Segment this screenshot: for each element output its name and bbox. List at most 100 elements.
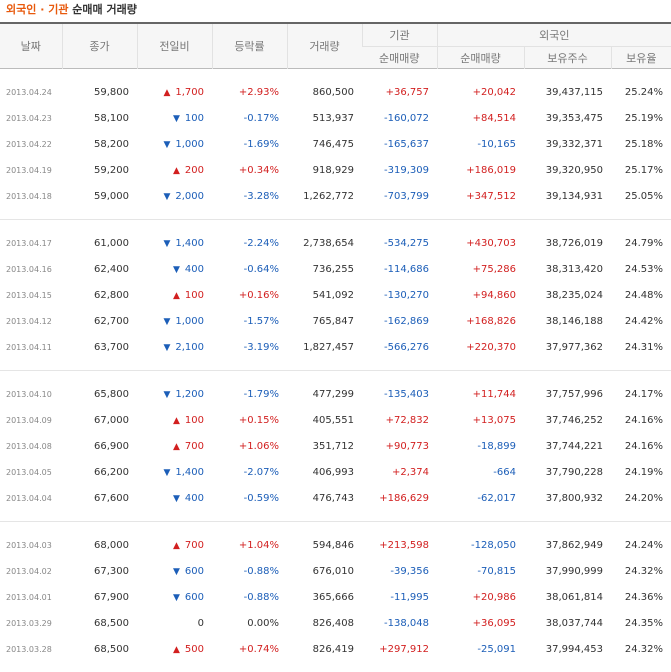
cell-date: 2013.04.22 [0,131,62,157]
title-accent: 외국인 · 기관 [6,3,68,16]
cell-foreign-holding: 38,037,744 [524,610,611,636]
change-value: 0 [198,618,204,629]
up-arrow-icon: ▲ [163,88,170,98]
cell-change: ▼1,400 [137,230,212,256]
header-rate: 등락률 [212,23,287,69]
cell-date: 2013.04.12 [0,308,62,334]
change-value: 1,200 [175,389,204,400]
cell-change: ▼1,000 [137,308,212,334]
cell-close: 67,300 [62,558,137,584]
cell-inst-net: +36,757 [362,79,437,105]
cell-close: 62,700 [62,308,137,334]
cell-foreign-holding: 38,146,188 [524,308,611,334]
cell-close: 66,900 [62,433,137,459]
cell-foreign-ratio: 25.18% [611,131,671,157]
cell-change: ▲500 [137,636,212,662]
cell-foreign-ratio: 24.31% [611,334,671,360]
change-value: 1,400 [175,467,204,478]
cell-volume: 351,712 [287,433,362,459]
cell-change: ▲700 [137,532,212,558]
cell-date: 2013.04.17 [0,230,62,256]
cell-inst-net: -130,270 [362,282,437,308]
cell-close: 59,800 [62,79,137,105]
cell-rate: -2.07% [212,459,287,485]
cell-change: ▲200 [137,157,212,183]
cell-foreign-net: -128,050 [437,532,524,558]
change-value: 100 [185,290,204,301]
cell-foreign-ratio: 24.16% [611,433,671,459]
up-arrow-icon: ▲ [173,541,180,551]
cell-foreign-ratio: 25.17% [611,157,671,183]
cell-date: 2013.03.28 [0,636,62,662]
cell-inst-net: -138,048 [362,610,437,636]
header-date: 날짜 [0,23,62,69]
cell-date: 2013.04.10 [0,381,62,407]
cell-foreign-holding: 39,437,115 [524,79,611,105]
cell-foreign-net: -62,017 [437,485,524,511]
cell-change: ▼2,100 [137,334,212,360]
cell-inst-net: -160,072 [362,105,437,131]
cell-inst-net: +297,912 [362,636,437,662]
cell-foreign-net: +220,370 [437,334,524,360]
cell-rate: -1.69% [212,131,287,157]
table-header: 날짜 종가 전일비 등락률 거래량 기관 외국인 순매매량 순매매량 보유주수 … [0,23,671,69]
cell-change: ▲100 [137,282,212,308]
cell-date: 2013.04.24 [0,79,62,105]
cell-volume: 765,847 [287,308,362,334]
cell-rate: +1.04% [212,532,287,558]
cell-close: 58,100 [62,105,137,131]
cell-change: ▼400 [137,485,212,511]
header-institution: 기관 [362,23,437,47]
cell-volume: 860,500 [287,79,362,105]
cell-foreign-holding: 39,353,475 [524,105,611,131]
cell-inst-net: -703,799 [362,183,437,209]
cell-close: 68,500 [62,610,137,636]
cell-volume: 918,929 [287,157,362,183]
cell-close: 67,000 [62,407,137,433]
cell-volume: 826,408 [287,610,362,636]
change-value: 100 [185,415,204,426]
investor-trading-table: 날짜 종가 전일비 등락률 거래량 기관 외국인 순매매량 순매매량 보유주수 … [0,22,671,672]
cell-date: 2013.04.01 [0,584,62,610]
header-close: 종가 [62,23,137,69]
change-value: 500 [185,644,204,655]
down-arrow-icon: ▼ [173,265,180,275]
cell-foreign-ratio: 24.36% [611,584,671,610]
change-value: 400 [185,264,204,275]
down-arrow-icon: ▼ [173,494,180,504]
cell-rate: +0.34% [212,157,287,183]
cell-inst-net: -162,869 [362,308,437,334]
cell-foreign-net: +11,744 [437,381,524,407]
cell-foreign-holding: 37,746,252 [524,407,611,433]
cell-foreign-net: -70,815 [437,558,524,584]
cell-change: ▼1,000 [137,131,212,157]
cell-foreign-holding: 37,800,932 [524,485,611,511]
cell-close: 67,900 [62,584,137,610]
cell-foreign-net: +36,095 [437,610,524,636]
cell-foreign-net: +13,075 [437,407,524,433]
cell-foreign-net: +186,019 [437,157,524,183]
cell-rate: -1.57% [212,308,287,334]
cell-inst-net: -11,995 [362,584,437,610]
cell-date: 2013.04.18 [0,183,62,209]
cell-date: 2013.04.08 [0,433,62,459]
cell-inst-net: -39,356 [362,558,437,584]
down-arrow-icon: ▼ [173,567,180,577]
cell-date: 2013.04.15 [0,282,62,308]
cell-volume: 405,551 [287,407,362,433]
cell-volume: 736,255 [287,256,362,282]
cell-volume: 513,937 [287,105,362,131]
section-title: 외국인 · 기관 순매매 거래량 [0,0,671,22]
cell-volume: 406,993 [287,459,362,485]
cell-foreign-ratio: 25.24% [611,79,671,105]
